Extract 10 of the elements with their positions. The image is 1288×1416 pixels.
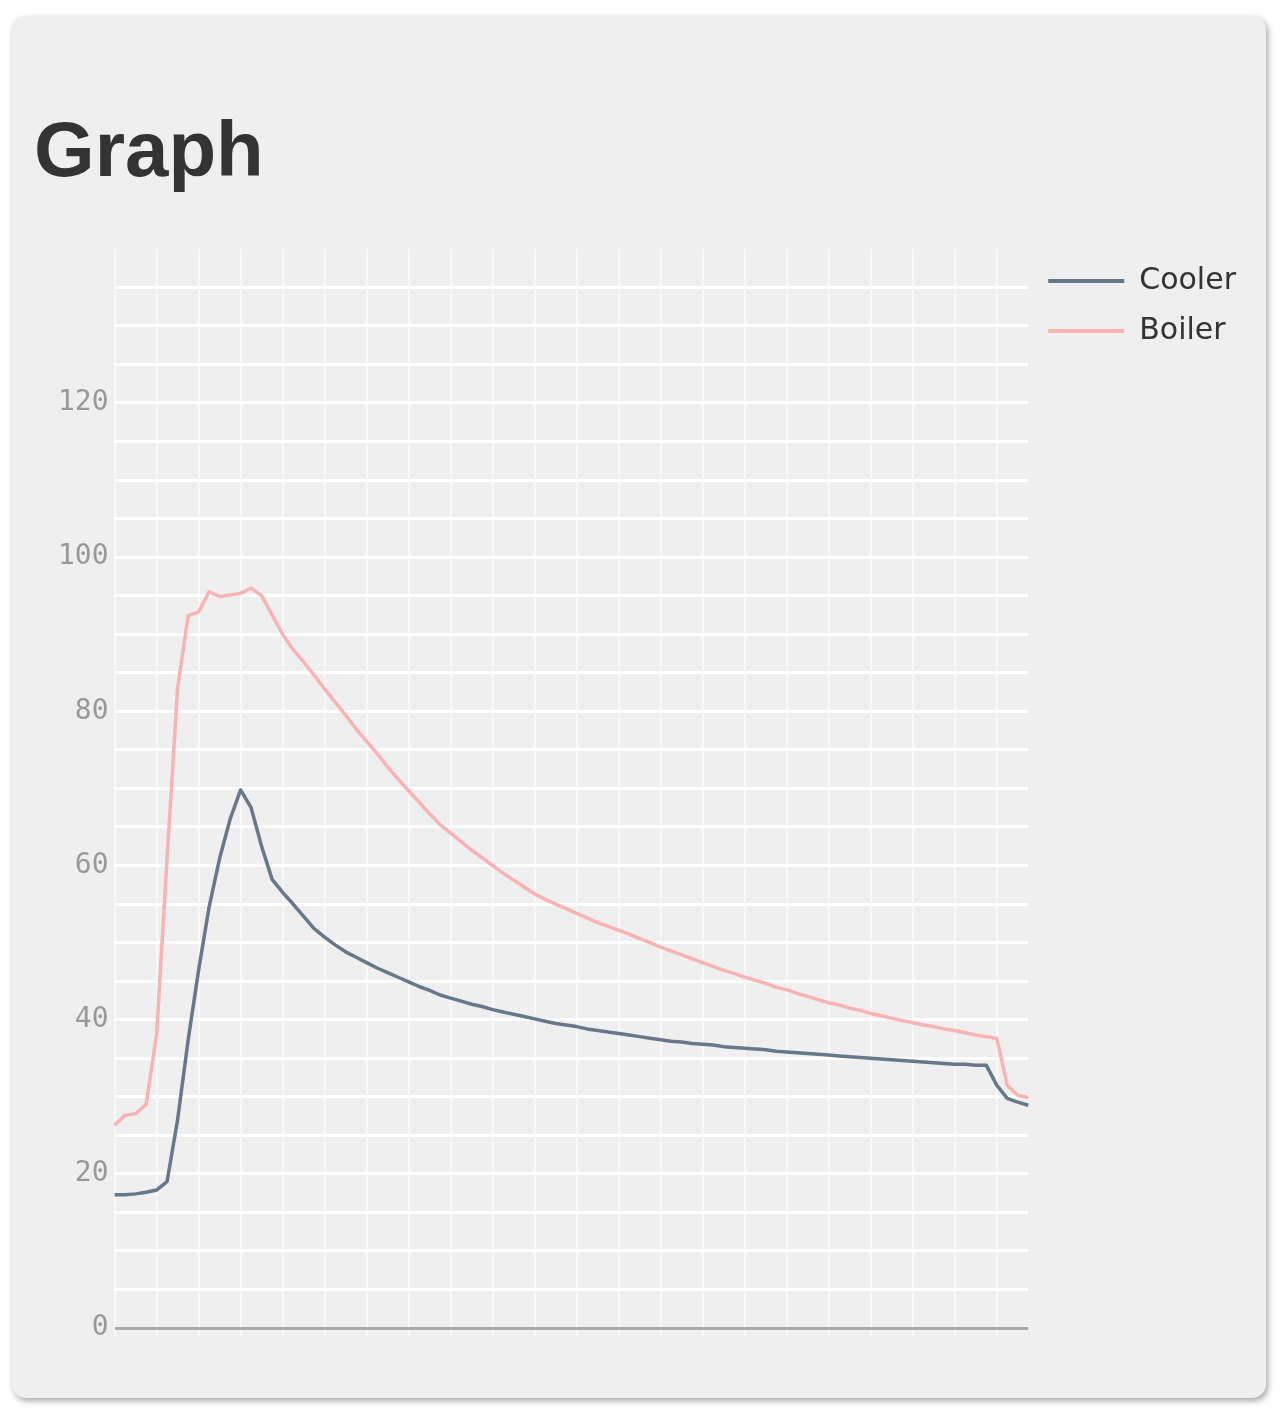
y-tick-label: 80 — [74, 692, 109, 726]
y-tick-label: 60 — [74, 846, 109, 880]
y-tick-label: 120 — [57, 384, 109, 418]
legend-label: Cooler — [1139, 260, 1237, 296]
y-tick-label: 20 — [74, 1155, 109, 1189]
y-tick-label: 0 — [91, 1309, 109, 1343]
y-tick-label: 40 — [74, 1000, 109, 1034]
y-tick-label: 100 — [57, 538, 109, 572]
legend-label: Boiler — [1139, 310, 1227, 346]
chart-title: Graph — [34, 104, 264, 195]
